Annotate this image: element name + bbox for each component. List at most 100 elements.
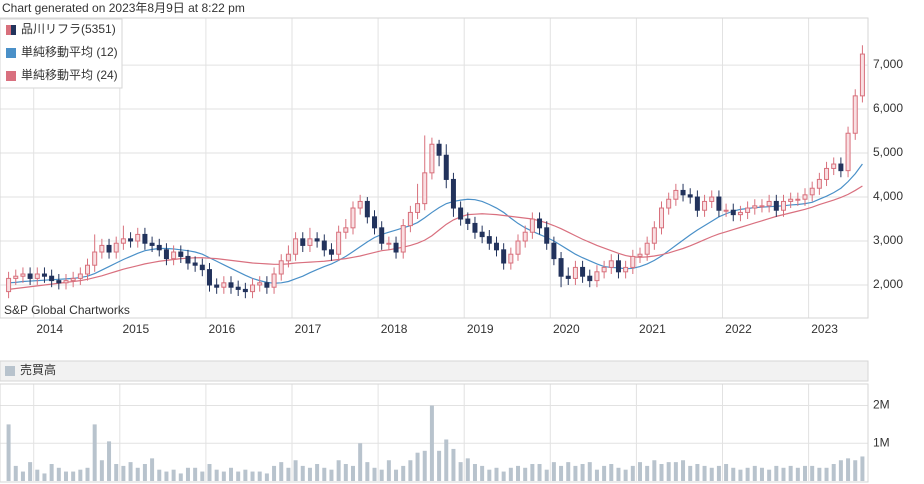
volume-bar xyxy=(272,465,277,481)
x-tick-label: 2023 xyxy=(811,322,838,336)
volume-bar xyxy=(372,467,377,481)
candle-body xyxy=(637,253,643,257)
volume-bar xyxy=(752,465,757,481)
volume-bar xyxy=(659,464,664,481)
volume-bar xyxy=(501,471,506,481)
legend-swatch xyxy=(6,48,16,58)
volume-bar xyxy=(788,465,793,481)
candle-body xyxy=(85,264,91,275)
volume-bar xyxy=(767,469,772,481)
candle-body xyxy=(271,273,277,288)
candle-body xyxy=(357,200,363,209)
volume-bar xyxy=(42,473,47,481)
candle-body xyxy=(228,282,234,288)
candle-body xyxy=(49,275,55,282)
volume-bar xyxy=(28,462,33,481)
volume-bar xyxy=(681,460,686,481)
moving-average-line xyxy=(8,185,863,291)
legend: 品川リフラ(5351) 単純移動平均 (12) 単純移動平均 (24) xyxy=(0,18,123,89)
candle-body xyxy=(120,238,126,244)
candle-body xyxy=(694,196,700,211)
candle-body xyxy=(70,277,76,282)
volume-bar xyxy=(666,462,671,481)
candle-body xyxy=(687,194,693,198)
candle-body xyxy=(56,280,62,284)
candle-body xyxy=(580,266,586,277)
volume-bar xyxy=(422,450,427,481)
volume-bar xyxy=(637,462,642,481)
candle-body xyxy=(13,275,19,279)
volume-bar xyxy=(257,471,262,481)
candle-body xyxy=(307,238,313,246)
candle-body xyxy=(192,262,198,266)
volume-bar xyxy=(142,464,147,481)
candle-body xyxy=(537,218,543,229)
candle-body xyxy=(594,271,600,282)
candle-body xyxy=(443,154,449,180)
candle-body xyxy=(99,244,105,253)
volume-bar xyxy=(128,462,133,481)
candle-body xyxy=(529,218,535,233)
y-tick-label: 2M xyxy=(873,398,890,412)
volume-bar xyxy=(264,473,269,481)
volume-bar xyxy=(99,460,104,481)
candle-body xyxy=(63,280,69,284)
volume-bar xyxy=(401,465,406,481)
legend-label: 単純移動平均 (12) xyxy=(21,45,118,59)
plot-frame xyxy=(0,17,869,319)
candle-body xyxy=(558,258,564,277)
candle-body xyxy=(809,187,815,196)
candle-body xyxy=(458,207,464,220)
volume-bar xyxy=(781,467,786,481)
x-tick-label: 2017 xyxy=(295,322,322,336)
volume-bar xyxy=(343,464,348,481)
candle-body xyxy=(702,200,708,211)
volume-bar xyxy=(85,467,90,481)
volume-bar xyxy=(573,465,578,481)
volume-bar xyxy=(673,462,678,481)
volume-bar xyxy=(774,465,779,481)
candle-body xyxy=(780,200,786,211)
volume-bar xyxy=(63,471,68,481)
candle-body xyxy=(601,266,607,273)
legend-swatch xyxy=(6,71,16,81)
volume-bar xyxy=(185,467,190,481)
candle-body xyxy=(77,273,83,279)
candle-body xyxy=(128,238,134,242)
volume-bar xyxy=(824,467,829,481)
candle-body xyxy=(171,251,177,260)
candle-body xyxy=(795,198,801,201)
candle-body xyxy=(149,242,155,246)
volume-bar xyxy=(702,465,707,481)
candle-body xyxy=(400,225,406,253)
x-tick-label: 2014 xyxy=(36,322,63,336)
candle-body xyxy=(766,200,772,207)
candle-body xyxy=(666,198,672,209)
volume-bar xyxy=(336,460,341,481)
candle-body xyxy=(773,200,779,211)
y-tick-label: 3,000 xyxy=(873,233,903,247)
x-tick-label: 2020 xyxy=(553,322,580,336)
legend-label: 品川リフラ(5351) xyxy=(21,22,116,36)
volume-bar xyxy=(838,460,843,481)
volume-bar xyxy=(150,458,155,481)
candle-body xyxy=(551,242,557,260)
volume-bar xyxy=(92,424,97,481)
volume-bar xyxy=(437,450,442,481)
candle-body xyxy=(852,95,858,134)
x-tick-label: 2015 xyxy=(122,322,149,336)
volume-bar xyxy=(724,464,729,481)
candle-body xyxy=(321,240,327,251)
candle-body xyxy=(508,253,514,264)
candle-body xyxy=(135,233,141,242)
volume-bar xyxy=(164,471,169,481)
volume-bar xyxy=(293,460,298,481)
candle-body xyxy=(859,53,865,97)
candle-body xyxy=(257,282,263,286)
volume-bar xyxy=(544,469,549,481)
volume-bar xyxy=(559,465,564,481)
candle-body xyxy=(386,242,392,245)
legend-swatch xyxy=(6,25,11,35)
candle-body xyxy=(730,209,736,216)
volume-bar xyxy=(594,469,599,481)
